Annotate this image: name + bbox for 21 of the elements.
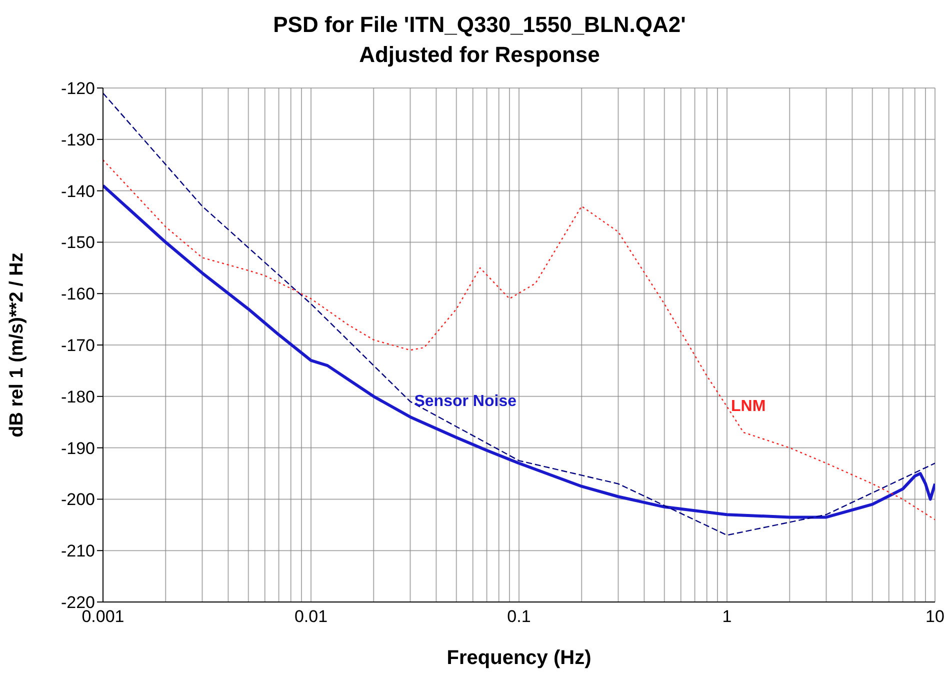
y-tick-label: -180 [60, 387, 95, 406]
y-tick-label: -140 [60, 182, 95, 201]
y-tick-label: -160 [60, 284, 95, 304]
chart-title: PSD for File 'ITN_Q330_1550_BLN.QA2' [272, 11, 687, 39]
x-tick-label: 1 [722, 607, 732, 626]
y-tick-label: -130 [60, 130, 95, 150]
x-axis-title: Frequency (Hz) [446, 647, 592, 669]
y-tick-label: -170 [60, 336, 95, 356]
y-tick-label: -120 [60, 79, 95, 98]
y-tick-label: -150 [60, 233, 95, 252]
annotation: LNM [731, 398, 766, 415]
x-tick-label: 0.001 [82, 607, 124, 626]
y-tick-label: -200 [60, 490, 95, 510]
x-tick-label: 0.1 [507, 607, 531, 626]
y-axis-title: dB rel 1 (m/s)**2 / Hz [6, 252, 28, 438]
y-tick-label: -210 [60, 542, 95, 561]
annotation: Sensor Noise [414, 392, 517, 410]
chart-subtitle: Adjusted for Response [358, 41, 601, 69]
y-tick-label: -190 [60, 438, 95, 458]
x-tick-label: 0.01 [294, 607, 328, 626]
x-tick-label: 10 [926, 607, 944, 626]
